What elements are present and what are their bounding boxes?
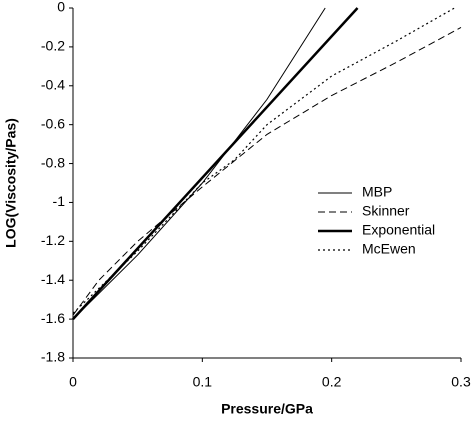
series-line — [72, 7, 455, 314]
x-tick-label: 0.3 — [451, 374, 471, 390]
y-tick-label: 0 — [57, 0, 65, 15]
y-tick-label: -1.2 — [41, 232, 65, 248]
y-tick-label: -1 — [53, 193, 66, 209]
y-tick-label: -0.2 — [41, 38, 65, 54]
series-line — [72, 7, 359, 320]
y-tick-label: -1.6 — [41, 310, 65, 326]
series-line — [72, 27, 462, 316]
legend-label: McEwen — [362, 241, 416, 257]
x-tick-label: 0.2 — [322, 374, 342, 390]
y-axis-label: LOG(Viscosity/Pas) — [3, 118, 19, 248]
y-tick-label: -1.8 — [41, 349, 65, 365]
legend-label: Exponential — [362, 222, 435, 238]
x-tick-label: 0 — [69, 374, 77, 390]
x-tick-label: 0.1 — [193, 374, 213, 390]
legend-label: Skinner — [362, 203, 410, 219]
y-tick-label: -0.6 — [41, 115, 65, 131]
x-axis-label: Pressure/GPa — [221, 401, 313, 417]
y-tick-label: -1.4 — [41, 271, 65, 287]
y-tick-label: -0.8 — [41, 154, 65, 170]
series-line — [72, 7, 326, 320]
y-tick-label: -0.4 — [41, 76, 65, 92]
legend-label: MBP — [362, 184, 392, 200]
